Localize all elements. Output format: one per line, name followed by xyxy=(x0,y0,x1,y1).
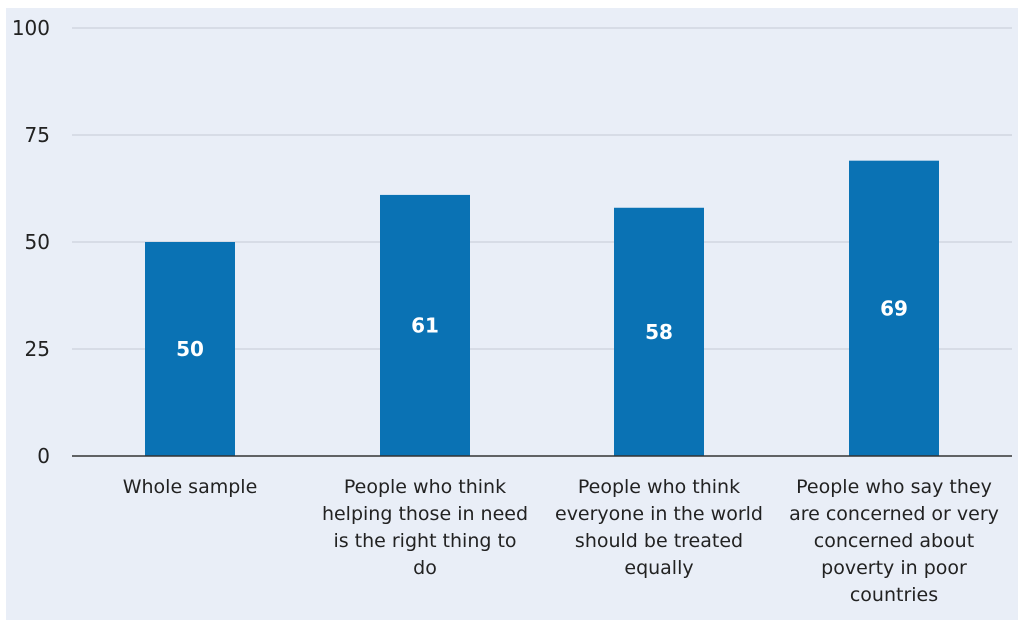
y-tick-label: 50 xyxy=(25,230,50,254)
x-axis-categories: Whole sample People who think helping thos… xyxy=(123,476,999,606)
bar xyxy=(614,207,704,456)
category-label-line: is the right thing to xyxy=(333,530,516,552)
category-label-line: People who think xyxy=(578,476,740,498)
y-axis-ticks: 0 25 50 75 100 xyxy=(12,16,50,468)
category-label: People who think helping those in need is … xyxy=(322,476,528,579)
category-label-line: helping those in need xyxy=(322,503,528,525)
y-tick-label: 100 xyxy=(12,16,50,40)
category-label-line: People who think xyxy=(344,476,506,498)
bar-value-label: 61 xyxy=(411,313,439,337)
category-label-line: concerned about xyxy=(814,530,974,552)
category-label-line: are concerned or very xyxy=(789,503,999,525)
category-label-line: do xyxy=(413,557,437,579)
bars xyxy=(145,160,939,457)
bar-value-label: 58 xyxy=(645,320,673,344)
category-label-line: should be treated xyxy=(575,530,743,552)
bar-value-labels: 50 61 58 69 xyxy=(176,296,908,361)
bar-value-label: 69 xyxy=(880,296,908,320)
category-label: Whole sample xyxy=(123,476,258,498)
y-tick-label: 25 xyxy=(25,337,50,361)
category-label-line: People who say they xyxy=(796,476,992,498)
category-label-line: equally xyxy=(624,557,693,579)
category-label: People who think everyone in the world sho… xyxy=(555,476,763,579)
y-tick-label: 75 xyxy=(25,123,50,147)
category-label-line: Whole sample xyxy=(123,476,258,498)
category-label: People who say they are concerned or very… xyxy=(789,476,999,606)
y-tick-label: 0 xyxy=(37,444,50,468)
bar xyxy=(380,194,470,457)
category-label-line: everyone in the world xyxy=(555,503,763,525)
bar xyxy=(145,242,235,456)
bar-value-label: 50 xyxy=(176,337,204,361)
category-label-line: poverty in poor xyxy=(821,557,967,579)
bar xyxy=(849,160,939,456)
category-label-line: countries xyxy=(850,584,938,606)
